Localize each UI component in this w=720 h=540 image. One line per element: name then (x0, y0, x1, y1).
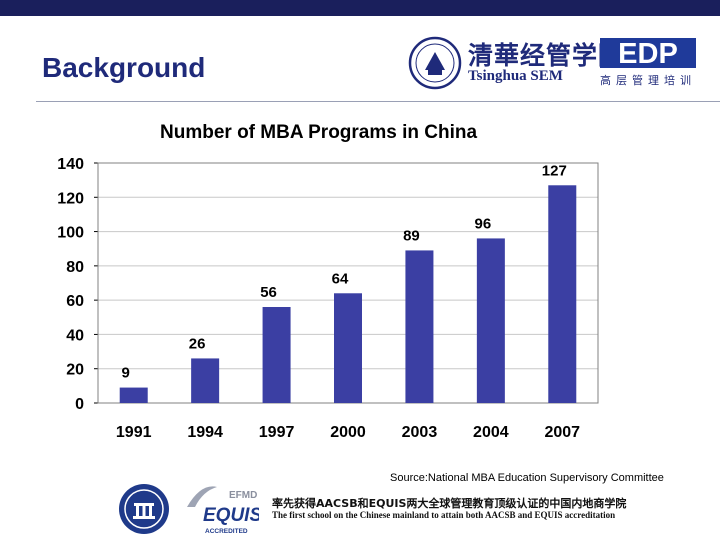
y-tick-label: 140 (57, 156, 84, 173)
y-tick-label: 120 (57, 190, 84, 207)
chart-title: Number of MBA Programs in China (160, 122, 477, 143)
equis-top-text: EFMD (229, 490, 257, 501)
accreditation-cn: 率先获得AACSB和EQUIS两大全球管理教育顶级认证的中国内地商学院 (272, 497, 627, 510)
bar-2000 (334, 293, 362, 403)
data-label: 96 (475, 215, 492, 232)
y-tick-label: 80 (66, 259, 84, 276)
title-divider (36, 101, 720, 102)
x-tick-label: 1991 (116, 424, 152, 441)
x-tick-label: 2000 (330, 424, 366, 441)
source-note: Source:National MBA Education Supervisor… (390, 472, 664, 484)
bar-2004 (476, 238, 505, 403)
data-label: 26 (189, 335, 206, 352)
page-title: Background (42, 52, 206, 83)
data-label: 127 (542, 162, 567, 179)
edp-logo-icon: EDP (600, 38, 696, 68)
edp-logo-text: EDP (618, 38, 678, 68)
accreditation-en: The first school on the Chinese mainland… (272, 510, 616, 520)
data-label: 56 (260, 284, 277, 301)
edp-subtitle: 高层管理培训 (600, 74, 696, 87)
bar-2007 (548, 185, 577, 403)
top-banner (0, 0, 720, 16)
x-tick-label: 2007 (544, 424, 580, 441)
y-tick-label: 0 (75, 396, 84, 413)
equis-logo-icon: EFMD EQUIS ACCREDITED (187, 486, 259, 535)
y-tick-label: 60 (66, 293, 84, 310)
data-label: 9 (122, 365, 130, 382)
data-label: 89 (403, 227, 420, 244)
x-tick-label: 2004 (473, 424, 509, 441)
tsinghua-logo-en: Tsinghua SEM (468, 68, 563, 84)
bar-1997 (262, 307, 291, 403)
y-tick-label: 20 (66, 362, 84, 379)
bar-1991 (119, 387, 148, 403)
tsinghua-seal-bottom-icon (119, 484, 169, 534)
data-label: 64 (332, 270, 349, 287)
equis-sub-text: ACCREDITED (205, 528, 248, 535)
bar-2003 (405, 250, 434, 403)
x-tick-label: 1994 (187, 424, 223, 441)
mba-bar-chart: Number of MBA Programs in China 0 20 40 60 8… (57, 122, 599, 441)
x-tick-label: 2003 (402, 424, 438, 441)
y-tick-label: 40 (66, 327, 84, 344)
tsinghua-seal-icon (408, 36, 462, 90)
tsinghua-logo-cn: 清華经管学院 (468, 41, 625, 70)
x-tick-label: 1997 (259, 424, 295, 441)
bar-1994 (191, 358, 220, 403)
equis-main-text: EQUIS (203, 505, 259, 526)
y-tick-label: 100 (57, 225, 84, 242)
